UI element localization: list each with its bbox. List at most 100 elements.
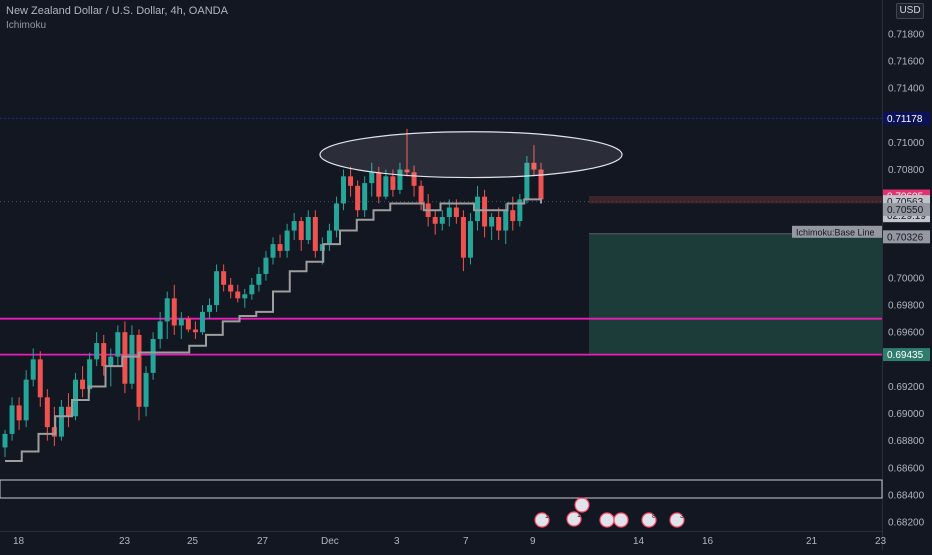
candle[interactable] bbox=[214, 271, 220, 306]
candle[interactable] bbox=[418, 185, 424, 204]
last-price-tag[interactable]: 0.70563 bbox=[887, 197, 924, 208]
event-icon[interactable] bbox=[669, 512, 685, 528]
candle[interactable] bbox=[326, 230, 332, 245]
candle[interactable] bbox=[524, 162, 530, 200]
bar-countdown-tag[interactable]: 02:29:19 bbox=[887, 211, 926, 222]
event-icon[interactable] bbox=[641, 512, 657, 528]
baseline-price-tag[interactable]: 0.70326 bbox=[887, 232, 924, 243]
candle[interactable] bbox=[411, 172, 417, 186]
candle[interactable] bbox=[383, 176, 389, 197]
candle[interactable] bbox=[291, 221, 297, 231]
target-price-tag-bg bbox=[883, 348, 930, 362]
candle[interactable] bbox=[256, 273, 262, 285]
candle[interactable] bbox=[221, 271, 227, 285]
candle[interactable] bbox=[496, 217, 502, 231]
candle[interactable] bbox=[432, 217, 438, 224]
candle[interactable] bbox=[270, 244, 276, 258]
candle[interactable] bbox=[348, 176, 354, 186]
candle[interactable] bbox=[115, 332, 121, 357]
candle[interactable] bbox=[531, 162, 537, 170]
candle[interactable] bbox=[44, 397, 50, 428]
candle[interactable] bbox=[312, 217, 318, 251]
take-profit-zone[interactable] bbox=[589, 233, 882, 355]
ellipse-drawing[interactable] bbox=[319, 131, 623, 179]
candle[interactable] bbox=[207, 305, 213, 312]
candle[interactable] bbox=[510, 210, 516, 222]
currency-selector[interactable]: USD bbox=[896, 3, 924, 19]
candle[interactable] bbox=[439, 217, 445, 224]
candle[interactable] bbox=[58, 406, 64, 437]
candle[interactable] bbox=[136, 334, 142, 407]
candle[interactable] bbox=[453, 207, 459, 217]
candle[interactable] bbox=[30, 359, 36, 380]
candle[interactable] bbox=[73, 379, 79, 417]
candle[interactable] bbox=[242, 294, 248, 299]
candle[interactable] bbox=[369, 172, 375, 184]
candle[interactable] bbox=[16, 405, 22, 421]
candle[interactable] bbox=[178, 318, 184, 326]
candle[interactable] bbox=[362, 183, 368, 211]
candle[interactable] bbox=[404, 169, 410, 173]
candle[interactable] bbox=[390, 176, 396, 190]
candle[interactable] bbox=[249, 284, 255, 295]
candle[interactable] bbox=[101, 343, 107, 367]
indicator-label[interactable]: Ichimoku bbox=[6, 20, 47, 31]
event-icon[interactable] bbox=[574, 497, 590, 513]
candle[interactable] bbox=[185, 318, 191, 330]
ichimoku-base-line[interactable] bbox=[5, 198, 542, 462]
entry-price-tag[interactable]: 0.70550 bbox=[887, 205, 924, 216]
candle[interactable] bbox=[460, 217, 466, 258]
candle[interactable] bbox=[517, 199, 523, 222]
candle[interactable] bbox=[129, 334, 135, 384]
candle[interactable] bbox=[164, 298, 170, 322]
candle[interactable] bbox=[108, 356, 114, 367]
candle[interactable] bbox=[199, 311, 205, 333]
candle[interactable] bbox=[192, 329, 198, 333]
candle[interactable] bbox=[341, 176, 347, 204]
candle[interactable] bbox=[482, 196, 488, 227]
candle[interactable] bbox=[37, 359, 43, 398]
candle[interactable] bbox=[65, 406, 71, 417]
candle[interactable] bbox=[2, 433, 8, 448]
candle[interactable] bbox=[446, 207, 452, 217]
event-icon[interactable] bbox=[566, 511, 582, 527]
candle[interactable] bbox=[87, 359, 93, 390]
candle[interactable] bbox=[150, 339, 156, 373]
candle[interactable] bbox=[228, 284, 234, 292]
event-icon[interactable] bbox=[534, 512, 550, 528]
candle[interactable] bbox=[80, 379, 86, 390]
candle[interactable] bbox=[333, 203, 339, 231]
target-price-tag[interactable]: 0.69435 bbox=[887, 350, 924, 361]
symbol-title[interactable]: New Zealand Dollar / U.S. Dollar, 4h, OA… bbox=[6, 5, 228, 17]
candle[interactable] bbox=[235, 291, 241, 299]
candle[interactable] bbox=[277, 244, 283, 251]
candle[interactable] bbox=[171, 298, 177, 326]
time-tick-label: 23 bbox=[875, 536, 887, 547]
event-icon[interactable] bbox=[599, 512, 615, 528]
candle[interactable] bbox=[489, 217, 495, 227]
candle[interactable] bbox=[94, 343, 100, 360]
candle[interactable] bbox=[467, 221, 473, 258]
candle[interactable] bbox=[475, 196, 481, 222]
event-icon[interactable] bbox=[613, 512, 629, 528]
candle[interactable] bbox=[503, 210, 509, 231]
candle[interactable] bbox=[157, 321, 163, 339]
candle[interactable] bbox=[538, 169, 544, 200]
candle[interactable] bbox=[298, 221, 304, 241]
resistance-price-tag[interactable]: 0.71178 bbox=[887, 114, 923, 125]
base-line-tag[interactable]: Ichimoku:Base Line bbox=[796, 227, 875, 237]
candle[interactable] bbox=[355, 185, 361, 211]
candle[interactable] bbox=[263, 257, 269, 274]
candle[interactable] bbox=[23, 379, 29, 421]
candle[interactable] bbox=[397, 169, 403, 190]
candle[interactable] bbox=[143, 372, 149, 407]
stop-loss-zone[interactable] bbox=[589, 195, 882, 204]
candle[interactable] bbox=[376, 172, 382, 197]
candle[interactable] bbox=[122, 332, 128, 384]
candle[interactable] bbox=[284, 230, 290, 251]
bottom-range-box[interactable] bbox=[0, 479, 883, 499]
candle[interactable] bbox=[9, 405, 15, 434]
candle[interactable] bbox=[305, 217, 311, 241]
